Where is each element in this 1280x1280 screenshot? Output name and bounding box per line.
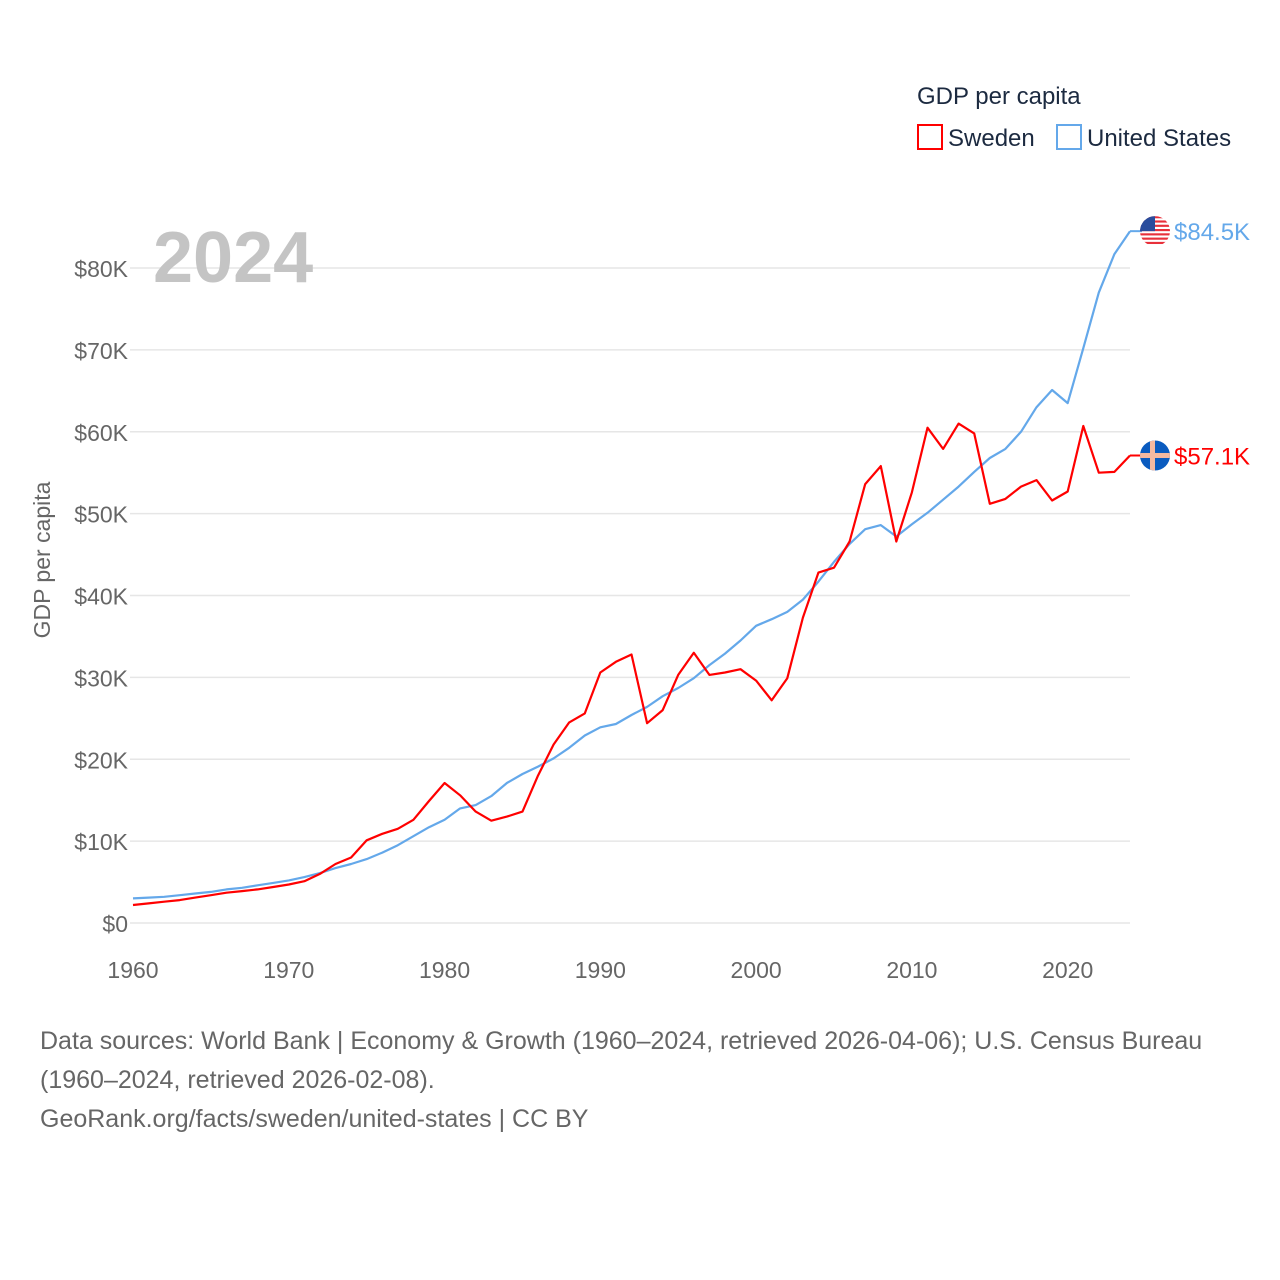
series-lines (132, 230, 1131, 907)
x-tick-label: 2020 (1042, 957, 1093, 983)
y-axis-title: GDP per capita (29, 481, 55, 638)
legend-label-united-states[interactable]: United States (1087, 125, 1231, 152)
y-tick-label: $50K (74, 502, 128, 528)
current-year-label: 2024 (153, 218, 313, 298)
end-value-label: $57.1K (1174, 443, 1250, 470)
series-line-sweden (132, 422, 1131, 907)
x-tick-label: 1960 (107, 957, 158, 983)
legend: GDP per capita Sweden United States (917, 83, 1231, 152)
chart-footer: Data sources: World Bank | Economy & Gro… (40, 1022, 1250, 1139)
sweden-flag-icon (1140, 440, 1170, 471)
series-line-united-states (132, 230, 1131, 900)
source-link[interactable]: GeoRank.org/facts/sweden/united-states |… (40, 1105, 589, 1133)
y-tick-label: $30K (74, 665, 128, 691)
x-tick-label: 1990 (575, 957, 626, 983)
data-sources-line-2: (1960–2024, retrieved 2026-02-08). (40, 1066, 435, 1094)
series-end-labels: $57.1K $84.5K (1130, 216, 1250, 471)
end-value-label: $84.5K (1174, 219, 1250, 246)
us-flag-icon (1140, 216, 1170, 245)
legend-swatch-united-states[interactable] (1056, 124, 1082, 150)
legend-label-sweden[interactable]: Sweden (948, 125, 1035, 152)
y-tick-label: $0 (102, 911, 128, 937)
x-tick-label: 1970 (263, 957, 314, 983)
x-tick-label: 1980 (419, 957, 470, 983)
y-tick-label: $60K (74, 420, 128, 446)
y-tick-label: $80K (74, 256, 128, 282)
gdp-line-chart: $0$10K$20K$30K$40K$50K$60K$70K$80K 1960 1… (29, 83, 1250, 983)
x-axis-ticks: 1960 1970 1980 1990 2000 2010 2020 (107, 957, 1093, 983)
y-tick-label: $10K (74, 829, 128, 855)
x-tick-label: 2010 (886, 957, 937, 983)
legend-title: GDP per capita (917, 83, 1081, 110)
y-tick-label: $20K (74, 747, 128, 773)
legend-swatch-sweden[interactable] (917, 124, 943, 150)
y-tick-label: $70K (74, 338, 128, 364)
gridlines (130, 267, 1130, 924)
data-sources-line-1: Data sources: World Bank | Economy & Gro… (40, 1027, 1203, 1055)
x-tick-label: 2000 (731, 957, 782, 983)
y-tick-label: $40K (74, 584, 128, 610)
y-axis-ticks: $0 $10K $20K $30K $40K $50K $60K $70K $80K (74, 256, 128, 937)
